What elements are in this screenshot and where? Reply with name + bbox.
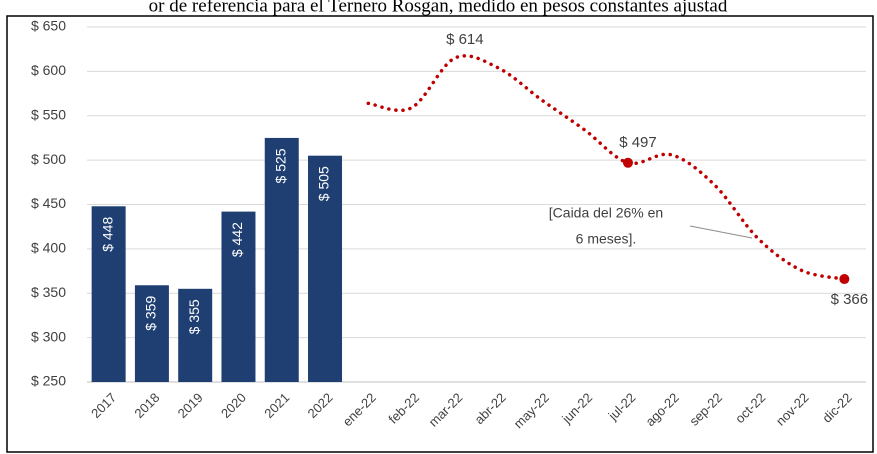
y-tick-label: $ 350 <box>31 284 66 300</box>
x-tick-label: ene-22 <box>340 390 379 429</box>
bar-value-label: $ 525 <box>272 148 288 183</box>
bar-value-label: $ 355 <box>186 299 202 334</box>
x-tick-label: 2017 <box>88 390 119 421</box>
bar <box>221 211 256 382</box>
bar <box>134 285 169 382</box>
x-tick-label: may-22 <box>511 390 552 431</box>
x-tick-label: 2019 <box>175 390 206 421</box>
x-tick-label: ago-22 <box>643 390 682 429</box>
y-tick-label: $ 600 <box>31 62 66 78</box>
x-tick-label: oct-22 <box>732 390 768 426</box>
y-tick-label: $ 400 <box>31 240 66 256</box>
y-tick-label: $ 250 <box>31 373 66 389</box>
y-tick-label: $ 500 <box>31 151 66 167</box>
y-tick-label: $ 650 <box>31 18 66 34</box>
x-tick-label: 2020 <box>218 390 249 421</box>
x-tick-label: 2022 <box>305 390 336 421</box>
bar-value-label: $ 448 <box>99 217 115 252</box>
x-tick-label: mar-22 <box>426 390 466 430</box>
annotation: 6 meses]. <box>576 231 637 247</box>
bar <box>264 137 299 382</box>
chart-title: or de referencia para el Ternero Rosgan,… <box>149 0 728 16</box>
line-value-label: $ 497 <box>619 134 657 151</box>
x-tick-label: nov-22 <box>773 390 812 429</box>
point-marker <box>622 157 633 168</box>
frame <box>6 15 874 453</box>
x-tick-label: feb-22 <box>385 390 422 427</box>
x-tick-label: sep-22 <box>686 390 725 429</box>
bar-value-label: $ 442 <box>229 222 245 257</box>
line <box>366 54 847 281</box>
bar <box>178 288 213 382</box>
point-marker <box>839 274 850 285</box>
annotation: [Caida del 26% en <box>549 205 663 221</box>
bar-value-label: $ 505 <box>316 166 332 201</box>
y-tick-label: $ 450 <box>31 195 66 211</box>
x-tick-label: 2018 <box>131 390 162 421</box>
x-tick-label: jul-22 <box>605 390 639 424</box>
bar <box>91 206 126 382</box>
y-tick-label: $ 300 <box>31 328 66 344</box>
line-value-label: $ 366 <box>831 291 869 308</box>
x-tick-label: abr-22 <box>472 390 509 427</box>
annotation-leader <box>689 225 753 239</box>
x-tick-label: dic-22 <box>819 390 855 426</box>
line-value-label: $ 614 <box>446 31 484 48</box>
bar-value-label: $ 359 <box>143 296 159 331</box>
x-tick-label: jun-22 <box>558 390 595 427</box>
y-tick-label: $ 550 <box>31 106 66 122</box>
bar <box>308 155 343 382</box>
x-tick-label: 2021 <box>261 390 292 421</box>
